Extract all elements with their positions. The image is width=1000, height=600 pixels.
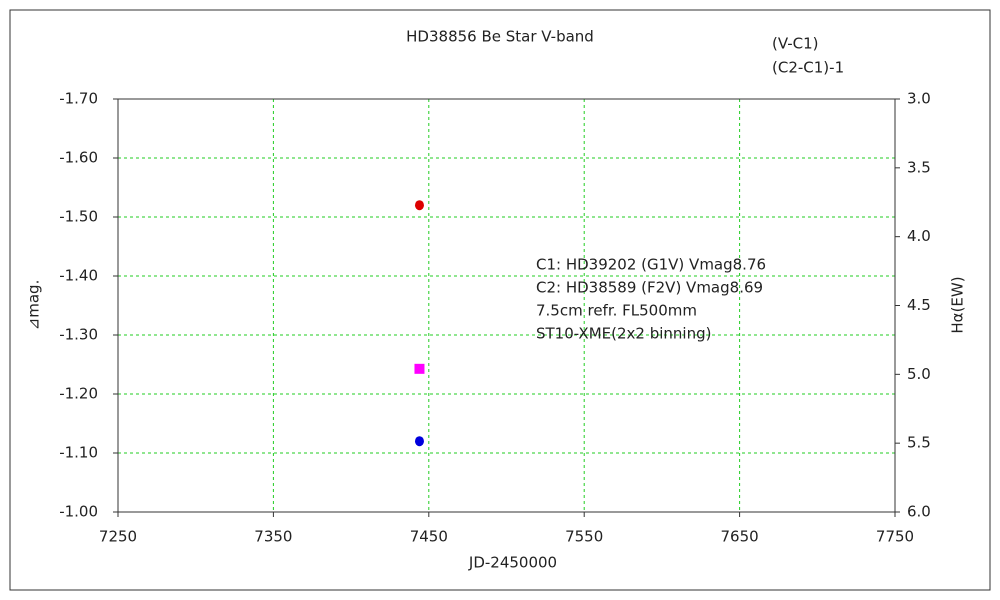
y-tick-label: -1.30: [59, 326, 98, 344]
x-axis-label: JD-2450000: [468, 554, 557, 572]
y2-tick-label: 4.5: [907, 296, 931, 314]
x-tick-label: 7550: [565, 528, 603, 546]
annotation: C2: HD38589 (F2V) Vmag8.69: [536, 279, 763, 297]
plot-area: [117, 98, 896, 513]
y2-tick-label: 3.0: [907, 90, 931, 108]
x-tick-label: 7350: [254, 528, 292, 546]
x-tick-label: 7250: [99, 528, 137, 546]
frame: [9, 9, 991, 591]
y2-tick-label: 5.0: [907, 365, 931, 383]
y2-tick-label: 5.5: [907, 434, 931, 452]
y2-tick-label: 4.0: [907, 227, 931, 245]
y2-tick-label: 6.0: [907, 503, 931, 521]
annotation: ST10-XME(2x2 binning): [536, 325, 711, 343]
point: [414, 200, 424, 211]
point: [414, 363, 425, 374]
x-tick-label: 7750: [876, 528, 914, 546]
y-tick-label: -1.10: [59, 444, 98, 462]
chart-title: HD38856 Be Star V-band: [406, 28, 594, 46]
y2-axis-label: Hα(EW): [949, 276, 967, 333]
y2-tick-label: 3.5: [907, 158, 931, 176]
y-tick-label: -1.00: [59, 503, 98, 521]
x-tick-label: 7650: [721, 528, 759, 546]
y-axis-label: ⊿mag.: [25, 280, 43, 331]
point: [414, 436, 424, 447]
x-tick-label: 7450: [410, 528, 448, 546]
y-tick-label: -1.50: [59, 208, 98, 226]
y-tick-label: -1.40: [59, 267, 98, 285]
y-tick-label: -1.60: [59, 149, 98, 167]
y-tick-label: -1.70: [59, 90, 98, 108]
y-tick-label: -1.20: [59, 385, 98, 403]
annotation: 7.5cm refr. FL500mm: [536, 302, 697, 320]
legend-entry: (C2-C1)-1: [772, 59, 844, 77]
legend-entry: (V-C1): [772, 35, 819, 53]
annotation: C1: HD39202 (G1V) Vmag8.76: [536, 256, 766, 274]
